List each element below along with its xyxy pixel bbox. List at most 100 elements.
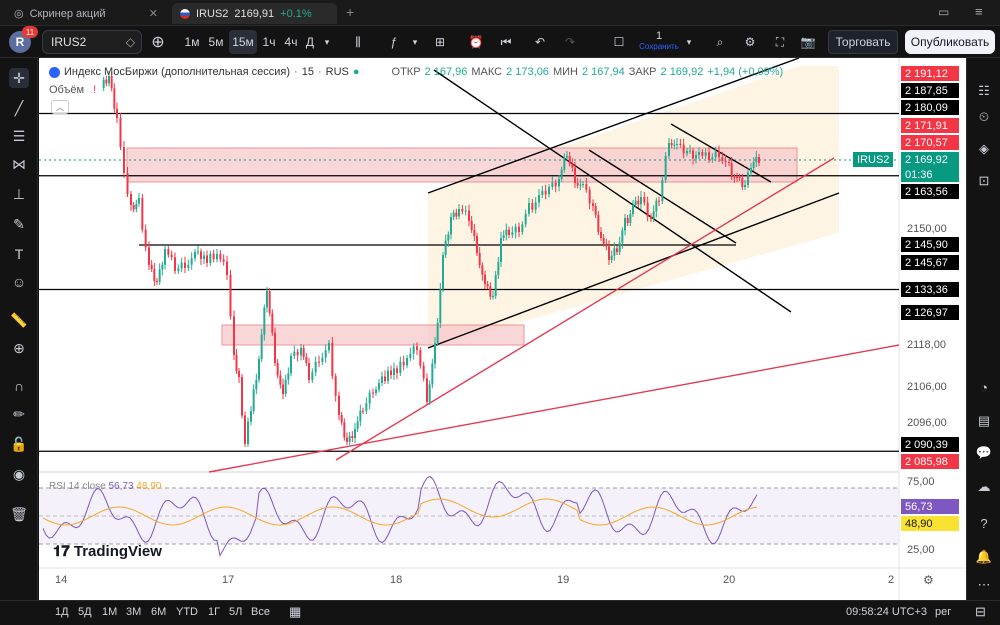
ideas-icon[interactable]: ☁	[977, 479, 991, 494]
ruler-icon[interactable]: 📏	[10, 311, 28, 328]
range-5d[interactable]: 5Д	[78, 606, 92, 618]
emoji-icon[interactable]: ☺	[11, 274, 27, 290]
candle-body	[144, 229, 147, 248]
chat-icon[interactable]: 💬	[975, 445, 993, 460]
compare-add-icon[interactable]: ⊕	[151, 34, 165, 51]
alerts-icon[interactable]: ⏲	[978, 109, 990, 124]
candle-body	[238, 371, 240, 377]
candle-body	[180, 262, 183, 269]
alert-clock-icon[interactable]: ⏰	[468, 35, 484, 49]
chart-pane[interactable]: Индекс МосБиржи (дополнительная сессия) …	[39, 58, 966, 600]
interval-15m[interactable]: 15м	[229, 30, 257, 54]
chevron-down-icon-2[interactable]: ▾	[412, 36, 418, 47]
notifications-icon[interactable]: 🔔	[975, 549, 993, 564]
eye-icon[interactable]: ◉	[12, 465, 26, 482]
candle-body	[324, 350, 327, 358]
news-icon[interactable]: ▤	[977, 413, 991, 428]
range-3m[interactable]: 3М	[126, 606, 142, 618]
layout-square-icon[interactable]: ☐	[613, 35, 625, 49]
price-tag: 2 090,39	[901, 437, 959, 452]
range-1d[interactable]: 1Д	[55, 606, 69, 618]
new-tab-icon[interactable]: +	[346, 4, 355, 20]
candles-icon[interactable]: ⫼	[355, 34, 361, 49]
publish-button[interactable]: Опубликовать	[905, 30, 995, 54]
range-1m[interactable]: 1М	[102, 606, 118, 618]
trade-button[interactable]: Торговать	[828, 30, 898, 54]
range-1y[interactable]: 1Г	[208, 606, 221, 618]
candle-body	[736, 177, 738, 178]
high-label: МАКС	[471, 66, 503, 78]
range-5y[interactable]: 5Л	[229, 606, 243, 618]
text-icon[interactable]: T	[14, 246, 24, 262]
chevron-down-icon[interactable]: ▾	[324, 36, 330, 47]
pattern-icon[interactable]: ⋈	[12, 155, 26, 172]
diamond-icon[interactable]: ◇	[125, 35, 135, 49]
fullscreen-icon[interactable]: ⛶	[775, 34, 785, 49]
calendar-icon[interactable]: ▦	[289, 604, 302, 619]
hotlist-icon[interactable]: ⊡	[978, 173, 990, 188]
indicators-icon[interactable]: ƒ	[390, 35, 398, 49]
candle-body	[524, 213, 527, 225]
close-icon[interactable]: ✕	[148, 8, 158, 20]
more-icon[interactable]: ⋯	[977, 577, 991, 592]
interval-4h[interactable]: 4ч	[284, 35, 298, 49]
redo-icon[interactable]: ↷	[564, 35, 576, 49]
help-icon[interactable]: ?	[980, 515, 988, 531]
camera-icon[interactable]: 📷	[800, 35, 816, 49]
panel-toggle-icon[interactable]: ⊟	[975, 604, 986, 619]
rsi-legend: RSI 14 close 56,73 48,90	[49, 481, 161, 492]
tab-irus2[interactable]: IRUS2 2169,91 +0.1%	[172, 3, 337, 24]
crosshair-icon[interactable]: ✛	[9, 68, 29, 88]
undo-icon[interactable]: ↶	[534, 35, 546, 49]
interval-5m[interactable]: 5м	[208, 35, 224, 49]
clock[interactable]: 09:58:24 UTC+3	[846, 606, 928, 618]
chart-canvas[interactable]	[39, 58, 966, 600]
session-mode[interactable]: рег	[935, 606, 952, 618]
tab-screener[interactable]: ◎ Скринер акций ✕	[6, 3, 166, 24]
layout-grid-icon[interactable]: ⊞	[434, 35, 446, 49]
candle-body	[362, 410, 364, 412]
candle-body	[372, 392, 374, 394]
interval-1m[interactable]: 1м	[184, 35, 200, 49]
magnet-icon[interactable]: ∩	[13, 378, 25, 394]
window-layout-icon[interactable]: ▭	[938, 5, 950, 19]
interval-day[interactable]: Д	[305, 35, 315, 49]
range-6m[interactable]: 6М	[151, 606, 167, 618]
lock-icon[interactable]: 🔓	[10, 435, 28, 452]
forecast-icon[interactable]: ⊥	[12, 185, 26, 202]
trend-line-icon[interactable]: ╱	[14, 99, 24, 116]
candle-body	[351, 436, 354, 438]
save-button[interactable]: 1 Сохранить	[636, 30, 682, 51]
trash-icon[interactable]: 🗑	[10, 505, 28, 522]
candle-body	[747, 172, 749, 185]
volume-legend[interactable]: Объём !	[49, 84, 96, 96]
price-axis-label: 2106,00	[907, 381, 947, 393]
axis-settings-icon[interactable]: ⚙	[923, 573, 934, 587]
collapse-legend-icon[interactable]: ︿	[51, 100, 69, 114]
performance-icon[interactable]: ◔	[980, 379, 988, 395]
candle-body	[334, 376, 337, 396]
candle-body	[464, 210, 467, 212]
candle-body	[177, 268, 180, 271]
replay-icon[interactable]: ⏮	[500, 34, 512, 49]
layers-icon[interactable]: ◈	[979, 141, 989, 156]
fib-icon[interactable]: ☰	[12, 127, 26, 144]
range-ytd[interactable]: YTD	[176, 606, 198, 618]
symbol-search-input[interactable]: IRUS2 ◇	[42, 30, 142, 54]
settings-icon[interactable]: ⚙	[744, 35, 756, 49]
lock-drawing-icon[interactable]: ✏	[13, 405, 25, 422]
menu-icon[interactable]: ≡	[975, 4, 983, 19]
candle-body	[473, 230, 476, 236]
candle-body	[331, 343, 334, 377]
candle-body	[346, 437, 348, 442]
interval-1h[interactable]: 1ч	[262, 35, 276, 49]
candle-body	[692, 150, 694, 159]
brush-icon[interactable]: ✎	[13, 215, 25, 232]
chevron-down-icon-3[interactable]: ▾	[686, 36, 692, 47]
quick-search-icon[interactable]: ⌕	[716, 34, 724, 49]
zoom-icon[interactable]: ⊕	[13, 339, 25, 356]
watchlist-icon[interactable]: ☷	[978, 83, 990, 98]
range-all[interactable]: Все	[251, 606, 270, 618]
candle-body	[368, 392, 371, 404]
screener-tab-icon: ◎	[14, 8, 24, 20]
